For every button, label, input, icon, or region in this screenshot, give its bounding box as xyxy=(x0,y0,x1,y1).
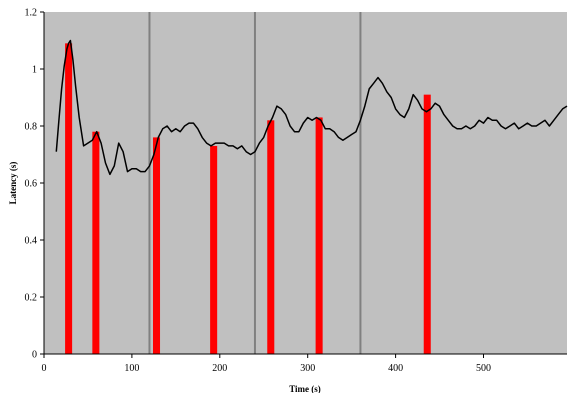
plot-area xyxy=(44,12,567,354)
event-bar xyxy=(267,120,275,354)
y-axis-ticks: 0 0.2 0.4 0.6 0.8 1 1.2 xyxy=(25,8,44,361)
x-tick-label: 300 xyxy=(300,363,315,374)
x-axis-title: Time (s) xyxy=(289,384,321,393)
event-bar xyxy=(65,43,73,354)
y-axis-title: Latency (s) xyxy=(8,162,18,205)
y-tick-label: 0.6 xyxy=(25,179,38,190)
series-lines xyxy=(55,39,568,176)
event-bar xyxy=(152,137,161,354)
x-tick-label: 500 xyxy=(476,363,491,374)
y-tick-label: 1.2 xyxy=(25,8,38,19)
event-bars xyxy=(65,43,431,355)
event-bar xyxy=(92,131,100,354)
event-bar xyxy=(315,117,323,354)
y-tick-label: 0.8 xyxy=(25,122,38,133)
event-bar xyxy=(210,145,218,354)
x-axis-ticks: 0 100 200 300 400 500 xyxy=(42,354,491,374)
x-tick-label: 400 xyxy=(388,363,403,374)
x-tick-label: 100 xyxy=(124,363,139,374)
x-tick-label: 200 xyxy=(212,363,227,374)
y-tick-label: 0 xyxy=(32,350,37,361)
x-tick-label: 0 xyxy=(42,363,47,374)
y-tick-label: 1 xyxy=(32,65,37,76)
event-bar xyxy=(423,94,431,355)
phase-boundaries xyxy=(148,12,362,354)
y-tick-label: 0.2 xyxy=(25,293,38,304)
y-tick-label: 0.4 xyxy=(25,236,38,247)
series-line-0 xyxy=(55,39,568,176)
